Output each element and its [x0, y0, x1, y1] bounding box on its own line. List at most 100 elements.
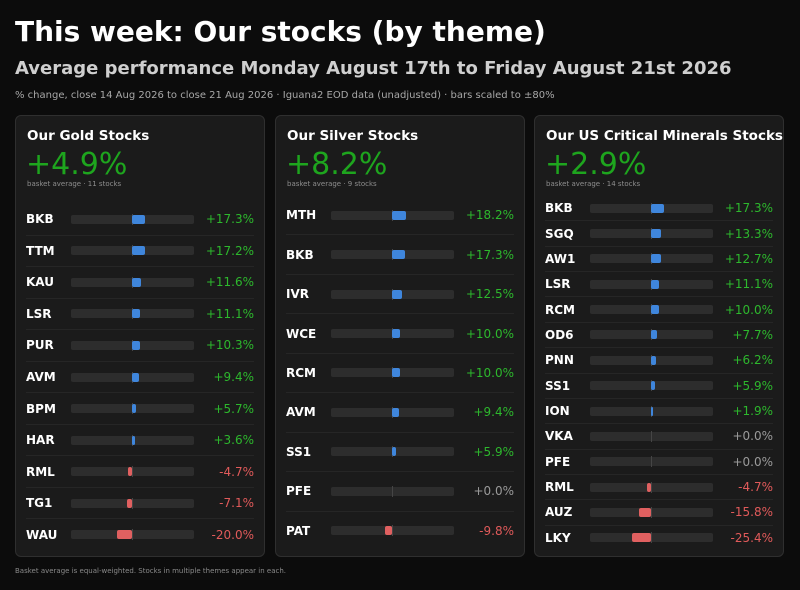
performance-bar — [651, 406, 653, 416]
percent-change: +17.2% — [205, 243, 254, 258]
stock-ticker: ION — [545, 404, 570, 419]
percent-change: +7.7% — [732, 327, 773, 342]
stock-row: SS1 +5.9% — [545, 374, 773, 399]
performance-bar-track — [331, 525, 454, 537]
performance-bar — [651, 279, 660, 289]
stock-ticker: PFE — [286, 484, 312, 499]
percent-change: +0.0% — [732, 429, 773, 444]
stock-ticker: RML — [26, 464, 55, 479]
stock-ticker: AVM — [26, 370, 56, 384]
performance-bar-track — [590, 481, 713, 493]
performance-bar-track — [331, 288, 454, 300]
percent-change: +6.2% — [732, 353, 773, 368]
stock-ticker: TG1 — [26, 496, 53, 511]
performance-bar — [651, 381, 656, 391]
basket-meta: basket average · 14 stocks — [546, 180, 641, 188]
stock-ticker: WCE — [286, 326, 317, 341]
stock-row: WAU -20.0% — [26, 519, 254, 550]
percent-change: -20.0% — [211, 527, 254, 542]
percent-change: +18.2% — [465, 208, 514, 223]
stock-row: PUR +10.3% — [26, 330, 254, 362]
stock-ticker: SGQ — [545, 226, 574, 241]
performance-bar-track — [590, 253, 713, 265]
performance-bar-track — [71, 276, 194, 288]
percent-change: +1.9% — [732, 404, 773, 419]
stock-ticker: AVM — [286, 405, 316, 420]
performance-bar-track — [71, 245, 194, 257]
stock-list: BKB +17.3% SGQ +13.3% AW1 +12.7% LSR +11.1% RCM +… — [545, 196, 773, 550]
stock-row: RCM +10.0% — [545, 297, 773, 323]
performance-bar — [651, 203, 665, 213]
performance-bar — [392, 447, 397, 457]
stock-ticker: BKB — [26, 212, 54, 227]
performance-bar-track — [331, 249, 454, 261]
percent-change: +5.7% — [213, 401, 254, 416]
stock-ticker: RCM — [545, 302, 575, 317]
stock-ticker: AW1 — [545, 251, 576, 266]
stock-ticker: SS1 — [286, 444, 312, 459]
stock-ticker: VKA — [545, 429, 573, 444]
stock-ticker: OD6 — [545, 327, 574, 342]
stock-ticker: PNN — [545, 353, 574, 368]
stock-row: RML -4.7% — [545, 475, 773, 501]
stock-ticker: LSR — [26, 306, 52, 321]
percent-change: -4.7% — [738, 480, 773, 495]
percent-change: +3.6% — [213, 433, 254, 448]
stock-ticker: IVR — [286, 287, 309, 302]
performance-bar-track — [590, 456, 713, 468]
page-title: This week: Our stocks (by theme) — [15, 15, 546, 48]
performance-bar-track — [590, 532, 713, 544]
performance-bar-track — [590, 278, 713, 290]
stock-row: AVM +9.4% — [26, 362, 254, 394]
performance-bar-track — [590, 329, 713, 341]
performance-bar — [132, 277, 141, 287]
percent-change: -7.1% — [219, 496, 254, 511]
stock-row: SS1 +5.9% — [286, 433, 514, 473]
stock-row: LSR +11.1% — [545, 272, 773, 298]
percent-change: +0.0% — [732, 454, 773, 469]
stock-row: PNN +6.2% — [545, 348, 773, 374]
percent-change: +11.6% — [205, 275, 254, 290]
percent-change: +13.3% — [724, 226, 773, 241]
percent-change: +10.0% — [465, 365, 514, 380]
stock-row: SGQ +13.3% — [545, 221, 773, 247]
stock-row: PFE +0.0% — [286, 472, 514, 512]
percent-change: +10.0% — [465, 326, 514, 341]
stock-ticker: AUZ — [545, 505, 573, 520]
stock-row: AVM +9.4% — [286, 393, 514, 433]
stock-ticker: BPM — [26, 401, 56, 416]
zero-line — [392, 485, 393, 497]
performance-bar — [126, 498, 132, 508]
stock-row: KAU +11.6% — [26, 267, 254, 299]
percent-change: +0.0% — [473, 484, 514, 499]
performance-bar-track — [331, 209, 454, 221]
stock-row: TG1 -7.1% — [26, 488, 254, 520]
performance-bar-track — [71, 403, 194, 415]
performance-bar-track — [590, 354, 713, 366]
performance-bar-track — [71, 434, 194, 446]
stock-ticker: KAU — [26, 275, 54, 290]
panel-gold-stocks: Our Gold Stocks +4.9% basket average · 1… — [15, 115, 265, 557]
panel-title: Our US Critical Minerals Stocks — [546, 128, 783, 144]
stock-row: VKA +0.0% — [545, 424, 773, 450]
performance-bar — [132, 340, 140, 350]
panel-us-critical-minerals-stocks: Our US Critical Minerals Stocks +2.9% ba… — [534, 115, 784, 557]
zero-line — [392, 525, 393, 537]
stock-list: MTH +18.2% BKB +17.3% IVR +12.5% WCE +10.0% RCM +… — [286, 196, 514, 550]
zero-line — [651, 481, 652, 493]
page-subtitle: Average performance Monday August 17th t… — [15, 58, 732, 79]
stock-row: AUZ -15.8% — [545, 500, 773, 526]
stock-row: PFE +0.0% — [545, 450, 773, 475]
stock-row: RML -4.7% — [26, 456, 254, 488]
performance-bar-track — [71, 308, 194, 320]
performance-bar-track — [590, 380, 713, 392]
performance-bar-track — [71, 213, 194, 225]
performance-bar — [651, 229, 662, 239]
performance-bar-track — [590, 202, 713, 214]
performance-bar-track — [71, 371, 194, 383]
stock-ticker: RCM — [286, 365, 316, 380]
stock-row: PAT -9.8% — [286, 512, 514, 550]
performance-bar — [651, 330, 657, 340]
percent-change: +9.4% — [473, 405, 514, 420]
performance-bar-track — [590, 430, 713, 442]
